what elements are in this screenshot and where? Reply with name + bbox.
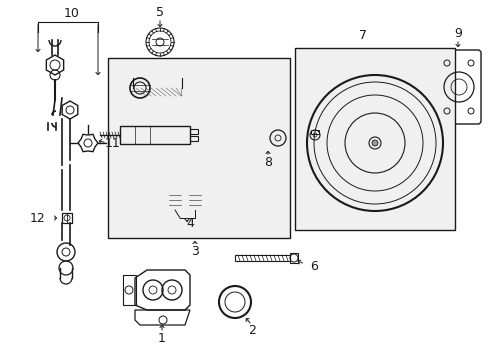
Text: 12: 12 (30, 212, 46, 225)
Text: 3: 3 (191, 244, 199, 257)
Text: 9: 9 (453, 27, 461, 40)
Text: 2: 2 (247, 324, 255, 337)
Bar (310, 130, 318, 134)
Text: 11: 11 (105, 136, 121, 149)
Text: 5: 5 (156, 5, 163, 18)
Text: 7: 7 (358, 28, 366, 41)
Bar (294, 48, 454, 230)
Text: 6: 6 (309, 261, 317, 274)
Text: 10: 10 (64, 6, 80, 19)
Bar (123, 275, 136, 305)
Circle shape (371, 140, 377, 146)
Text: 4: 4 (185, 216, 194, 230)
Bar (108, 58, 289, 238)
Text: 1: 1 (158, 332, 165, 345)
Bar (190, 129, 198, 134)
Text: 8: 8 (264, 156, 271, 168)
Bar (120, 126, 190, 144)
Bar (235, 255, 289, 261)
Bar (289, 253, 297, 263)
Bar (190, 136, 198, 141)
Bar (62, 213, 72, 223)
